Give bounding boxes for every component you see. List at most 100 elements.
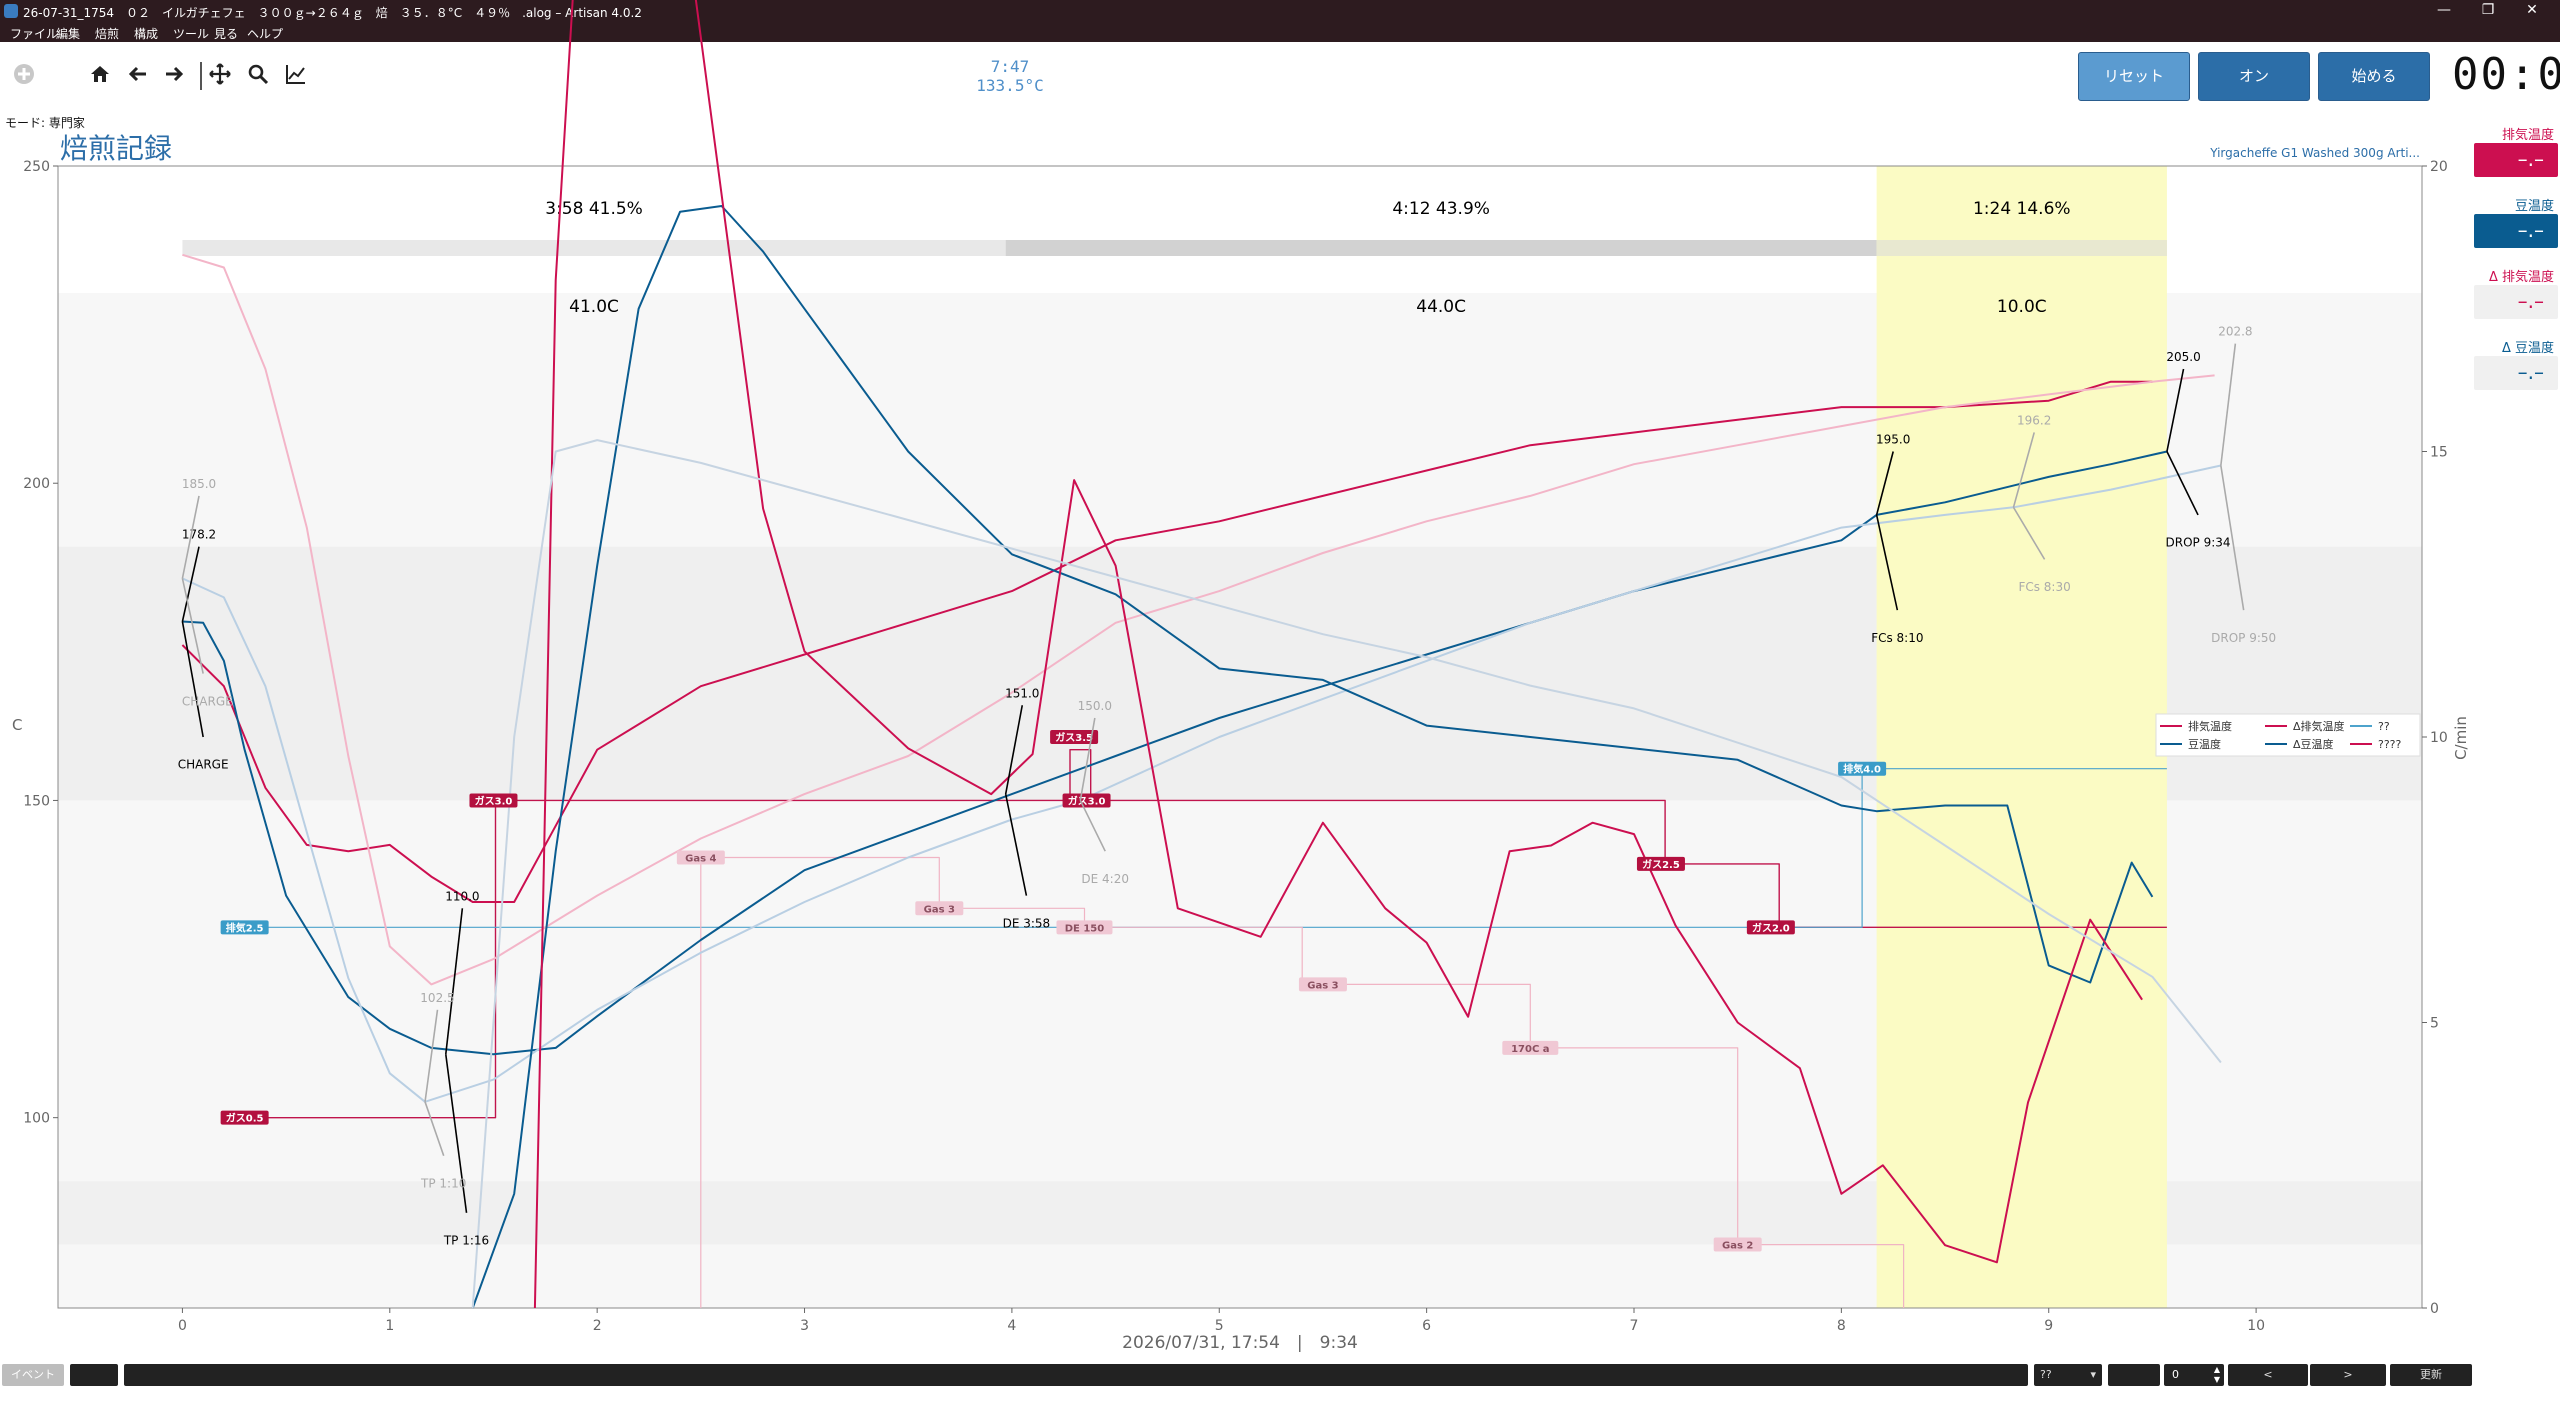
curve-豆温度 bbox=[182, 450, 2168, 1056]
chart-icon[interactable] bbox=[282, 62, 310, 90]
spin-arrows-icon[interactable]: ▲ ▼ bbox=[2213, 1365, 2220, 1384]
annotation-leader bbox=[181, 621, 204, 738]
legend-label: ???? bbox=[2378, 738, 2402, 751]
background-event-tag: DE 150 bbox=[1065, 923, 1105, 934]
next-event-button[interactable]: > bbox=[2310, 1364, 2386, 1386]
forward-icon[interactable] bbox=[160, 62, 188, 90]
lcd-readout: 7:47 133.5°C bbox=[900, 57, 1120, 95]
x-tick-label: 7 bbox=[1630, 1318, 1639, 1334]
legend-label: Δ排気温度 bbox=[2293, 719, 2345, 733]
roast-timer: 00:00 bbox=[2452, 49, 2560, 100]
event-time-field[interactable] bbox=[70, 1364, 118, 1386]
pan-icon[interactable] bbox=[206, 62, 234, 90]
start-button[interactable]: 始める bbox=[2318, 52, 2430, 101]
y2-tick-label: 0 bbox=[2430, 1301, 2439, 1317]
x-tick-label: 9 bbox=[2044, 1318, 2053, 1334]
maximize-icon[interactable]: ❐ bbox=[2481, 2, 2495, 18]
menu-roast[interactable]: 焙煎 bbox=[95, 27, 120, 41]
on-button[interactable]: オン bbox=[2198, 52, 2310, 101]
menu-help[interactable]: ヘルプ bbox=[247, 27, 284, 41]
background-event-tag: Gas 3 bbox=[924, 904, 955, 915]
fcs-label: FCs 8:10 bbox=[1871, 631, 1923, 645]
annotation-leader bbox=[2166, 451, 2199, 516]
fcs-annotation-value: 195.0 bbox=[1876, 433, 1910, 447]
bg-tp-annotation-value: 102.5 bbox=[420, 991, 454, 1005]
update-event-button[interactable]: 更新 bbox=[2390, 1364, 2472, 1386]
reset-button[interactable]: リセット bbox=[2078, 52, 2190, 101]
curve-Δ豆温度 背景 bbox=[471, 439, 2222, 1309]
bg-charge-label: CHARGE bbox=[182, 694, 233, 708]
event-description-field[interactable] bbox=[124, 1364, 2028, 1386]
zoom-icon[interactable] bbox=[244, 62, 272, 90]
readout-delta-et-value: –.– bbox=[2474, 285, 2558, 319]
annotation-leader bbox=[2220, 465, 2245, 611]
menu-bar: ファイル 編集 焙煎 構成 ツール 見る ヘルプ bbox=[0, 22, 2560, 42]
bg-drop-annotation-value: 202.8 bbox=[2218, 325, 2252, 339]
readout-bt-label: 豆温度 bbox=[2514, 199, 2554, 214]
annotation-leader bbox=[2220, 343, 2237, 466]
menu-view[interactable]: 見る bbox=[214, 27, 239, 41]
y-axis-label: C bbox=[12, 716, 22, 734]
event-value-field[interactable] bbox=[2108, 1364, 2160, 1386]
background-event-tag-box bbox=[1298, 977, 1347, 992]
annotation-leader bbox=[181, 578, 204, 674]
gas-event-tag: ガス2.5 bbox=[1642, 858, 1680, 871]
event-type-combo[interactable]: ?? ▾ bbox=[2034, 1364, 2102, 1386]
bg-tp-label: TP 1:10 bbox=[420, 1176, 466, 1190]
readout-bt-value: –.– bbox=[2474, 214, 2558, 248]
y-tick-label: 150 bbox=[23, 793, 50, 809]
tp-label: TP 1:16 bbox=[443, 1234, 489, 1248]
gas-event-tag-box bbox=[469, 793, 518, 808]
event-spin-value: 0 bbox=[2172, 1368, 2179, 1381]
background-band bbox=[58, 166, 2422, 293]
home-icon[interactable] bbox=[86, 62, 114, 90]
background-event-tag: Gas 3 bbox=[1307, 980, 1338, 991]
gas-event-tag: ガス0.5 bbox=[226, 1112, 264, 1125]
chart-subtitle: Yirgacheffe G1 Washed 300g Arti... bbox=[2209, 146, 2420, 160]
legend-label: ?? bbox=[2378, 720, 2390, 733]
bg-fcs-annotation-value: 196.2 bbox=[2017, 413, 2051, 427]
background-event-tag-box bbox=[915, 901, 964, 916]
menu-edit[interactable]: 編集 bbox=[56, 27, 81, 41]
bg-charge-annotation-value: 185.0 bbox=[182, 477, 216, 491]
bg-de-label: DE 4:20 bbox=[1081, 872, 1129, 886]
x-tick-label: 6 bbox=[1422, 1318, 1431, 1334]
phase-time-label: 4:12 43.9% bbox=[1392, 199, 1490, 219]
event-spinbox[interactable]: 0 ▲ ▼ bbox=[2164, 1364, 2224, 1386]
y-tick-label: 100 bbox=[23, 1111, 50, 1127]
de-annotation-value: 151.0 bbox=[1005, 686, 1039, 700]
development-phase-bar bbox=[1876, 240, 2167, 256]
gas-event-tag-box bbox=[1050, 730, 1099, 744]
close-icon[interactable]: ✕ bbox=[2526, 2, 2538, 18]
gas-event-tag-box bbox=[220, 1110, 269, 1125]
annotation-leader bbox=[424, 1101, 445, 1156]
minimize-icon[interactable]: — bbox=[2437, 2, 2451, 18]
menu-file[interactable]: ファイル bbox=[10, 27, 59, 41]
y2-tick-label: 10 bbox=[2430, 730, 2448, 746]
y2-tick-label: 20 bbox=[2430, 159, 2448, 175]
readout-bt: 豆温度 –.– bbox=[2474, 195, 2558, 248]
annotation-leader bbox=[444, 1054, 468, 1213]
back-icon[interactable] bbox=[124, 62, 152, 90]
annotation-leader bbox=[1875, 514, 1899, 611]
toolbar-separator bbox=[200, 62, 202, 90]
menu-tools[interactable]: ツール bbox=[173, 27, 210, 41]
gas-event-step-line bbox=[1069, 749, 1092, 801]
menu-config[interactable]: 構成 bbox=[134, 27, 159, 41]
x-tick-label: 10 bbox=[2247, 1318, 2265, 1334]
maillard-phase-bar bbox=[1005, 240, 1877, 256]
x-tick-label: 5 bbox=[1215, 1318, 1224, 1334]
readout-delta-bt-value: –.– bbox=[2474, 356, 2558, 390]
plus-icon[interactable] bbox=[10, 62, 38, 90]
title-bar: 26-07-31_1754 ０２ イルガチェフェ ３００ｇ→２６４ｇ 焙 ３５．… bbox=[0, 0, 2560, 22]
y-tick-label: 250 bbox=[23, 159, 50, 175]
annotation-leader bbox=[2012, 506, 2046, 560]
y2-tick-label: 5 bbox=[2430, 1016, 2439, 1032]
plot-frame bbox=[57, 165, 2423, 1309]
readout-delta-et: Δ 排気温度 –.– bbox=[2474, 266, 2558, 319]
background-band bbox=[58, 546, 2422, 801]
prev-event-button[interactable]: < bbox=[2228, 1364, 2308, 1386]
gas-event-tag: ガス3.0 bbox=[1068, 794, 1106, 807]
y2-tick-label: 15 bbox=[2430, 445, 2448, 461]
